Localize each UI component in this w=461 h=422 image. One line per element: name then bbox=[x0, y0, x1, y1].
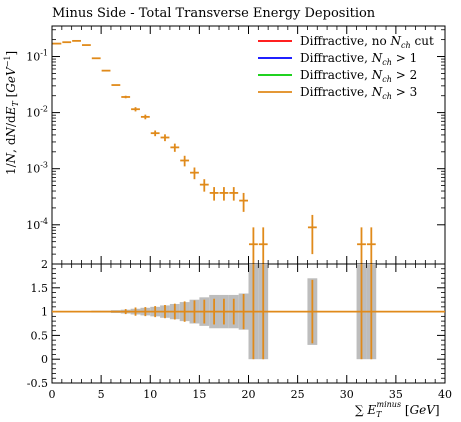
x-axis-ticks: 0 5 10 15 20 25 30 35 40 bbox=[49, 26, 452, 401]
x-tick-label: 15 bbox=[192, 388, 206, 401]
legend-entry: Diffractive, Nch > 3 bbox=[300, 85, 417, 101]
ratio-series-lines bbox=[52, 264, 445, 360]
ratio-y-tick-label: -0.5 bbox=[27, 377, 48, 390]
main-y-tick-label: 10-3 bbox=[26, 161, 48, 176]
x-tick-label: 0 bbox=[49, 388, 56, 401]
legend-entry: Diffractive, no Nch cut bbox=[300, 34, 434, 50]
x-tick-label: 40 bbox=[438, 388, 452, 401]
ratio-y-tick-label: 1 bbox=[41, 306, 48, 319]
x-tick-label: 35 bbox=[389, 388, 403, 401]
x-tick-label: 20 bbox=[242, 388, 256, 401]
x-tick-label: 5 bbox=[98, 388, 105, 401]
legend-entry: Diffractive, Nch > 2 bbox=[300, 68, 417, 84]
x-tick-label: 30 bbox=[340, 388, 354, 401]
x-axis-label-text: ∑ ETminus [GeV] bbox=[355, 400, 440, 419]
chart-title: Minus Side - Total Transverse Energy Dep… bbox=[52, 6, 376, 21]
ratio-y-tick-label: 2 bbox=[41, 258, 48, 271]
main-y-tick-label: 10-4 bbox=[26, 217, 48, 232]
ratio-panel: -0.5 0 0.5 1 1.5 2 bbox=[27, 258, 446, 390]
y-axis-label: 1/N, dN/dET [GeV−1] bbox=[3, 51, 20, 175]
ratio-y-tick-label: 1.5 bbox=[31, 282, 49, 295]
x-tick-label: 25 bbox=[291, 388, 305, 401]
y-axis-label-text: 1/N, dN/dET [GeV−1] bbox=[3, 51, 20, 175]
main-y-tick-label: 10-2 bbox=[26, 105, 48, 120]
legend-entry: Diffractive, Nch > 1 bbox=[300, 51, 417, 67]
ratio-y-tick-label: 0 bbox=[41, 353, 48, 366]
main-y-tick-label: 10-1 bbox=[26, 49, 48, 64]
ratio-y-tick-label: 0.5 bbox=[31, 329, 49, 342]
x-tick-label: 10 bbox=[143, 388, 157, 401]
ratio-y-ticks: -0.5 0 0.5 1 1.5 2 bbox=[27, 258, 445, 390]
main-y-ticks: 10-1 10-2 10-3 10-4 bbox=[26, 29, 445, 265]
main-data-points bbox=[52, 39, 376, 264]
x-axis-label: ∑ ETminus [GeV] bbox=[355, 400, 440, 419]
